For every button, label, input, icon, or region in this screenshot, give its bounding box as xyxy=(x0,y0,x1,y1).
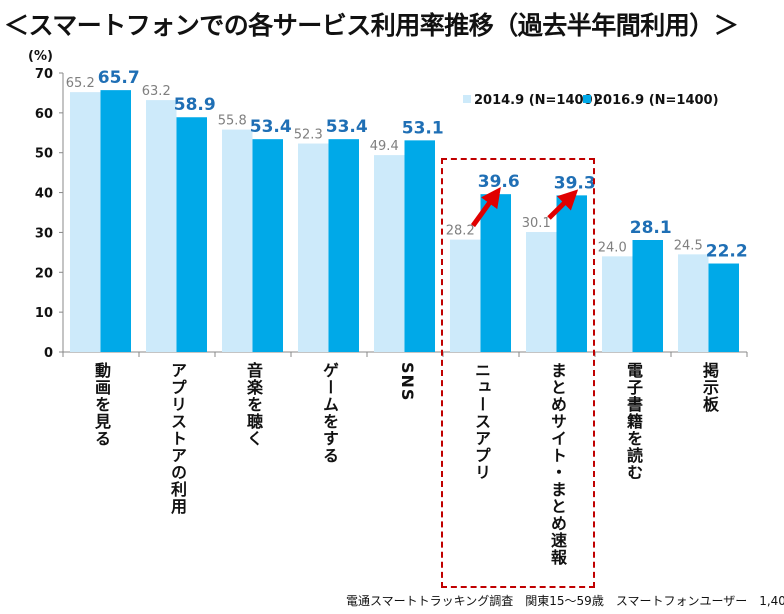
y-tick-label: 20 xyxy=(35,266,53,281)
data-label: 65.2 xyxy=(66,76,95,91)
data-label: 63.2 xyxy=(142,84,171,99)
bar-2014 xyxy=(222,129,253,352)
bar-2014 xyxy=(450,239,481,352)
data-label: 58.9 xyxy=(174,95,216,115)
data-label: 49.4 xyxy=(370,139,399,154)
data-label: 28.1 xyxy=(630,218,672,238)
bar-2014 xyxy=(526,232,557,352)
bar-2016 xyxy=(100,90,131,352)
category-label: ニュースアプリ xyxy=(472,362,491,481)
category-label: 音楽を聴く xyxy=(244,362,263,447)
category-label: 動画を見る xyxy=(92,362,111,447)
legend-label: 2016.9 (N=1400) xyxy=(594,93,719,108)
category-label: 掲示板 xyxy=(700,362,719,413)
bar-2016 xyxy=(252,139,283,352)
category-label: アプリストアの利用 xyxy=(168,362,187,515)
bar-2014 xyxy=(70,92,101,352)
bar-2016 xyxy=(404,140,435,352)
category-label: 電子書籍を読む xyxy=(624,362,643,481)
bar-2016 xyxy=(176,117,207,353)
y-axis-label: (%) xyxy=(28,49,53,64)
data-label: 30.1 xyxy=(522,216,551,231)
data-label: 65.7 xyxy=(98,68,140,88)
category-label: SNS xyxy=(398,362,417,402)
bar-2016 xyxy=(632,240,663,352)
source-note: 電通スマートトラッキング調査 関東15～59歳 スマートフォンユーザー 1,40… xyxy=(346,594,784,608)
y-tick-label: 30 xyxy=(35,226,53,241)
bar-2016 xyxy=(708,263,739,352)
data-label: 52.3 xyxy=(294,128,323,143)
data-label: 39.3 xyxy=(554,173,596,193)
chart-title: ＜スマートフォンでの各サービス利用率推移（過去半年間利用）＞ xyxy=(4,11,739,40)
y-tick-label: 60 xyxy=(35,107,53,122)
data-label: 24.0 xyxy=(598,240,627,255)
bar-2014 xyxy=(298,143,329,352)
bar-2016 xyxy=(480,194,511,352)
bar-2016 xyxy=(328,139,359,352)
category-label: ゲームをする xyxy=(320,362,339,464)
highlight-box xyxy=(441,158,595,588)
bar-2016 xyxy=(556,195,587,352)
y-tick-label: 50 xyxy=(35,147,53,162)
data-label: 28.2 xyxy=(446,224,475,239)
category-label: まとめサイト・まとめ速報 xyxy=(548,362,567,566)
data-label: 53.4 xyxy=(250,117,292,137)
data-label: 55.8 xyxy=(218,114,247,129)
data-label: 53.4 xyxy=(326,117,368,137)
increase-arrow-icon xyxy=(470,187,501,228)
legend-swatch xyxy=(463,95,471,103)
data-label: 53.1 xyxy=(402,118,444,138)
bar-2014 xyxy=(146,100,177,352)
data-label: 24.5 xyxy=(674,238,703,253)
y-tick-label: 70 xyxy=(35,67,53,82)
data-label: 22.2 xyxy=(706,242,748,262)
y-tick-label: 0 xyxy=(44,346,53,361)
bar-2014 xyxy=(374,155,405,352)
legend-label: 2014.9 (N=1400) xyxy=(474,93,599,108)
y-tick-label: 40 xyxy=(35,187,53,202)
legend-swatch xyxy=(583,95,591,103)
bar-2014 xyxy=(678,254,709,352)
y-tick-label: 10 xyxy=(35,306,53,321)
increase-arrow-icon xyxy=(547,189,579,220)
bar-2014 xyxy=(602,256,633,352)
